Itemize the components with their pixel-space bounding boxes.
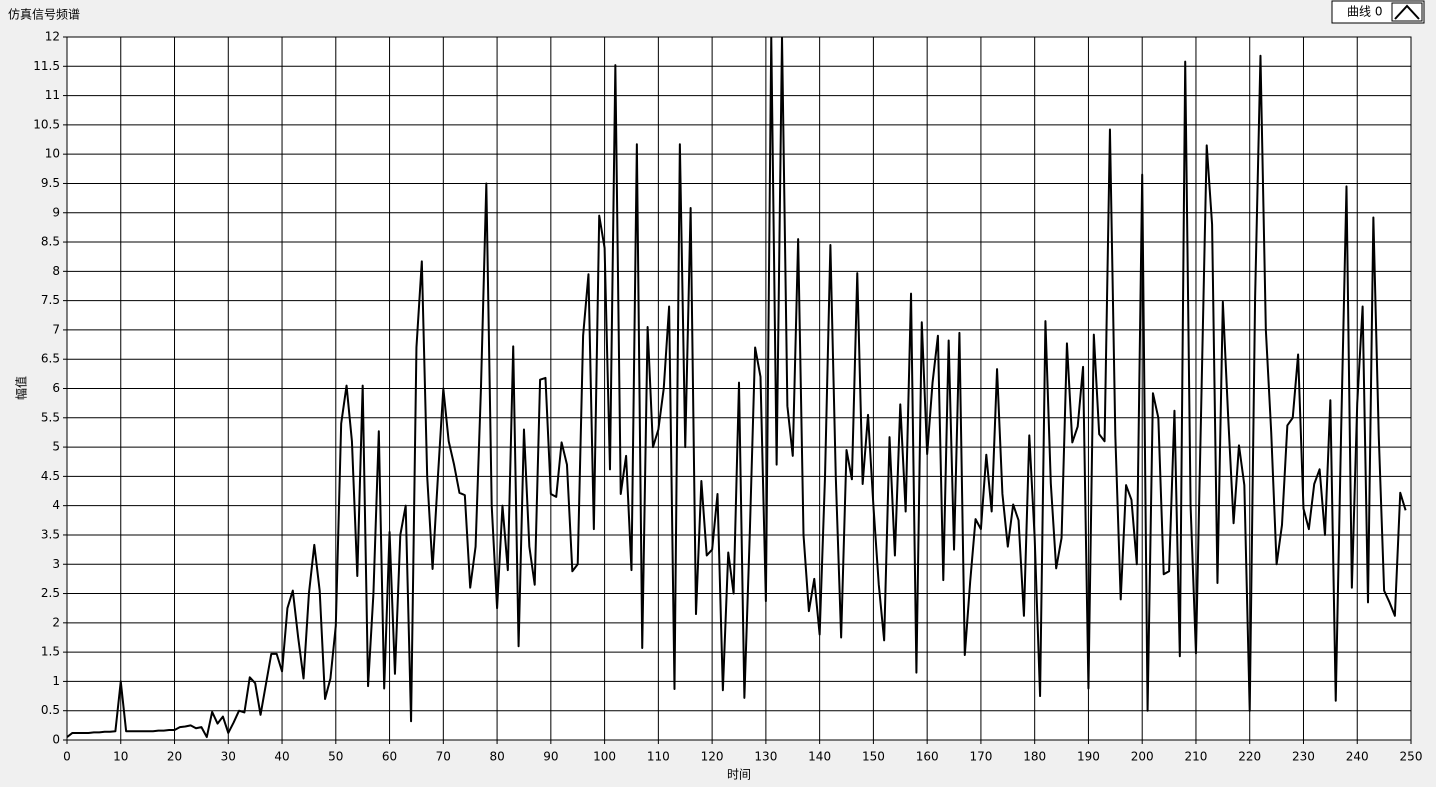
x-tick-label: 0 [63, 750, 71, 764]
y-tick-label: 2 [52, 615, 60, 629]
x-tick-label: 40 [274, 750, 289, 764]
x-tick-label: 190 [1077, 750, 1100, 764]
x-tick-label: 80 [489, 750, 504, 764]
legend-swatch [1394, 4, 1420, 20]
y-tick-label: 4 [52, 498, 60, 512]
y-tick-label: 8 [52, 264, 60, 278]
y-tick-label: 4.5 [41, 469, 60, 483]
y-tick-label: 1.5 [41, 645, 60, 659]
y-tick-label: 8.5 [41, 235, 60, 249]
y-tick-label: 0.5 [41, 703, 60, 717]
x-tick-label: 120 [701, 750, 724, 764]
x-tick-label: 50 [328, 750, 343, 764]
legend-label: 曲线 0 [1347, 5, 1382, 19]
x-tick-label: 240 [1346, 750, 1369, 764]
y-tick-label: 3.5 [41, 527, 60, 541]
y-tick-label: 3 [52, 557, 60, 571]
x-tick-label: 220 [1238, 750, 1261, 764]
x-tick-label: 90 [543, 750, 558, 764]
x-axis-label: 时间 [727, 768, 751, 782]
x-tick-label: 210 [1185, 750, 1208, 764]
x-tick-label: 10 [113, 750, 128, 764]
x-tick-label: 230 [1292, 750, 1315, 764]
y-tick-label: 6.5 [41, 352, 60, 366]
x-tick-label: 70 [436, 750, 451, 764]
y-tick-label: 1 [52, 674, 60, 688]
x-tick-label: 170 [969, 750, 992, 764]
x-tick-label: 250 [1400, 750, 1423, 764]
y-tick-label: 7.5 [41, 293, 60, 307]
x-tick-label: 60 [382, 750, 397, 764]
x-tick-label: 110 [647, 750, 670, 764]
y-tick-label: 0 [52, 733, 60, 747]
y-tick-label: 11.5 [33, 59, 60, 73]
y-tick-label: 10.5 [33, 117, 60, 131]
y-tick-label: 7 [52, 322, 60, 336]
legend: 曲线 0 [1331, 0, 1425, 24]
x-tick-label: 130 [754, 750, 777, 764]
y-tick-label: 12 [45, 30, 60, 44]
x-tick-label: 150 [862, 750, 885, 764]
x-tick-label: 180 [1023, 750, 1046, 764]
x-tick-label: 30 [221, 750, 236, 764]
x-tick-label: 200 [1131, 750, 1154, 764]
line-series [67, 37, 1407, 739]
x-tick-label: 100 [593, 750, 616, 764]
y-tick-label: 10 [45, 147, 60, 161]
y-tick-label: 9 [52, 205, 60, 219]
y-tick-label: 6 [52, 381, 60, 395]
y-tick-label: 11 [45, 88, 60, 102]
x-tick-label: 160 [916, 750, 939, 764]
y-tick-label: 9.5 [41, 176, 60, 190]
legend-icon-box [1391, 2, 1423, 22]
y-tick-label: 5.5 [41, 410, 60, 424]
x-tick-label: 20 [167, 750, 182, 764]
y-tick-label: 2.5 [41, 586, 60, 600]
y-tick-label: 5 [52, 440, 60, 454]
chart-title: 仿真信号频谱 [8, 8, 80, 22]
x-tick-label: 140 [808, 750, 831, 764]
y-axis-label: 幅值 [14, 376, 29, 400]
